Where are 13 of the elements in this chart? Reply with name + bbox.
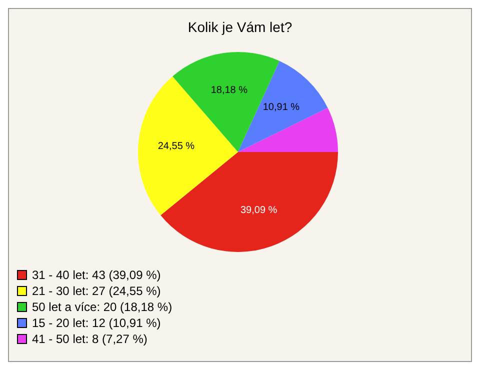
data-label: 39,09 % <box>240 204 278 216</box>
legend-label: 15 - 20 let: 12 (10,91 %) <box>32 315 161 331</box>
pie-slice <box>138 76 238 216</box>
chart-title: Kolik je Vám let? <box>186 19 294 35</box>
legend-label: 31 - 40 let: 43 (39,09 %) <box>32 267 161 283</box>
pie-slice <box>160 152 338 252</box>
legend-label: 50 let a více: 20 (18,18 %) <box>32 299 172 315</box>
data-label: 24,55 % <box>158 141 195 152</box>
pie-slice <box>238 61 328 152</box>
data-label: 18,18 % <box>210 85 248 96</box>
legend-label: 21 - 30 let: 27 (24,55 %) <box>32 283 161 299</box>
legend-label: 41 - 50 let: 8 (7,27 %) <box>32 331 148 347</box>
data-label: 10,91 % <box>262 102 300 114</box>
